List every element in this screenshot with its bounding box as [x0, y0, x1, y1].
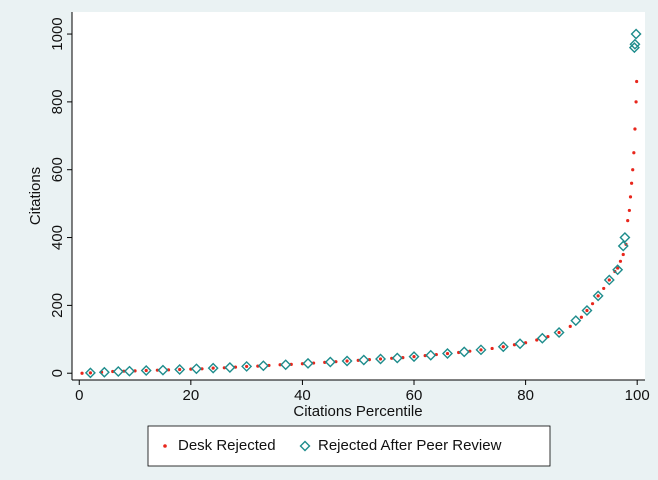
y-tick-label: 1000 — [49, 17, 66, 50]
y-tick-label: 0 — [49, 369, 66, 377]
point — [207, 362, 219, 374]
point — [628, 195, 633, 199]
point — [535, 338, 539, 342]
point — [581, 304, 593, 316]
point — [634, 100, 638, 104]
point — [174, 363, 186, 375]
point — [621, 252, 625, 257]
point — [590, 302, 595, 306]
point — [501, 345, 505, 349]
point — [490, 346, 494, 351]
x-tick-label: 80 — [517, 387, 534, 404]
legend-label: Rejected After Peer Review — [318, 437, 502, 454]
point — [592, 290, 604, 302]
point — [602, 286, 606, 291]
point — [157, 364, 169, 376]
point — [80, 371, 84, 375]
point — [630, 181, 634, 185]
point — [546, 334, 550, 339]
point — [412, 354, 416, 359]
point — [224, 361, 236, 373]
point — [627, 208, 631, 213]
point — [345, 359, 349, 363]
point — [585, 308, 589, 313]
point — [190, 363, 202, 375]
x-tick-label: 40 — [294, 387, 311, 404]
point — [619, 232, 631, 244]
point — [391, 352, 403, 364]
point — [442, 348, 453, 360]
point — [155, 368, 159, 372]
point — [200, 367, 204, 371]
point — [278, 363, 282, 367]
point — [378, 357, 383, 361]
point — [375, 353, 387, 365]
point — [632, 151, 636, 155]
y-axis-label: Citations — [27, 167, 44, 225]
point — [88, 371, 93, 375]
point — [211, 366, 215, 370]
legend-marker — [299, 440, 311, 452]
point — [617, 240, 629, 252]
point — [445, 351, 450, 356]
point — [358, 354, 370, 366]
x-axis-label: Citations Percentile — [293, 403, 422, 420]
y-tick-label: 600 — [49, 157, 66, 182]
point — [241, 360, 253, 372]
point — [280, 359, 292, 371]
point — [553, 327, 565, 339]
x-tick-label: 60 — [406, 387, 423, 404]
point — [635, 79, 639, 84]
point — [579, 315, 583, 319]
point — [633, 127, 637, 131]
point — [245, 364, 249, 369]
plot-area — [72, 12, 645, 380]
point — [514, 338, 526, 350]
point — [618, 259, 623, 263]
point — [479, 348, 483, 352]
point — [557, 330, 561, 335]
point — [629, 38, 641, 50]
point — [603, 274, 615, 286]
legend-marker — [163, 444, 167, 448]
x-tick-label: 100 — [625, 387, 650, 404]
point — [144, 368, 148, 373]
point — [570, 315, 582, 327]
point — [497, 341, 509, 353]
y-tick-label: 200 — [49, 293, 66, 318]
point — [98, 366, 110, 378]
y-tick-label: 800 — [49, 89, 66, 114]
point — [341, 355, 353, 367]
point — [536, 332, 548, 344]
point — [458, 346, 470, 358]
legend — [147, 425, 551, 467]
point — [257, 360, 269, 372]
point — [626, 218, 630, 223]
point — [408, 351, 420, 363]
point — [616, 266, 620, 270]
point — [84, 367, 96, 379]
point — [178, 367, 182, 372]
point — [596, 294, 600, 298]
point — [631, 168, 635, 172]
point — [112, 366, 124, 378]
x-tick-label: 20 — [182, 387, 199, 404]
point — [612, 264, 624, 276]
x-tick-label: 0 — [75, 387, 83, 404]
legend-label: Desk Rejected — [178, 437, 276, 454]
y-tick-label: 400 — [49, 225, 66, 250]
point — [123, 365, 135, 377]
point — [425, 349, 437, 361]
point — [475, 344, 487, 356]
point — [630, 28, 642, 40]
point — [111, 369, 115, 374]
point — [302, 357, 314, 369]
point — [140, 365, 152, 376]
point — [324, 356, 336, 368]
point — [568, 324, 572, 329]
point — [607, 278, 611, 282]
